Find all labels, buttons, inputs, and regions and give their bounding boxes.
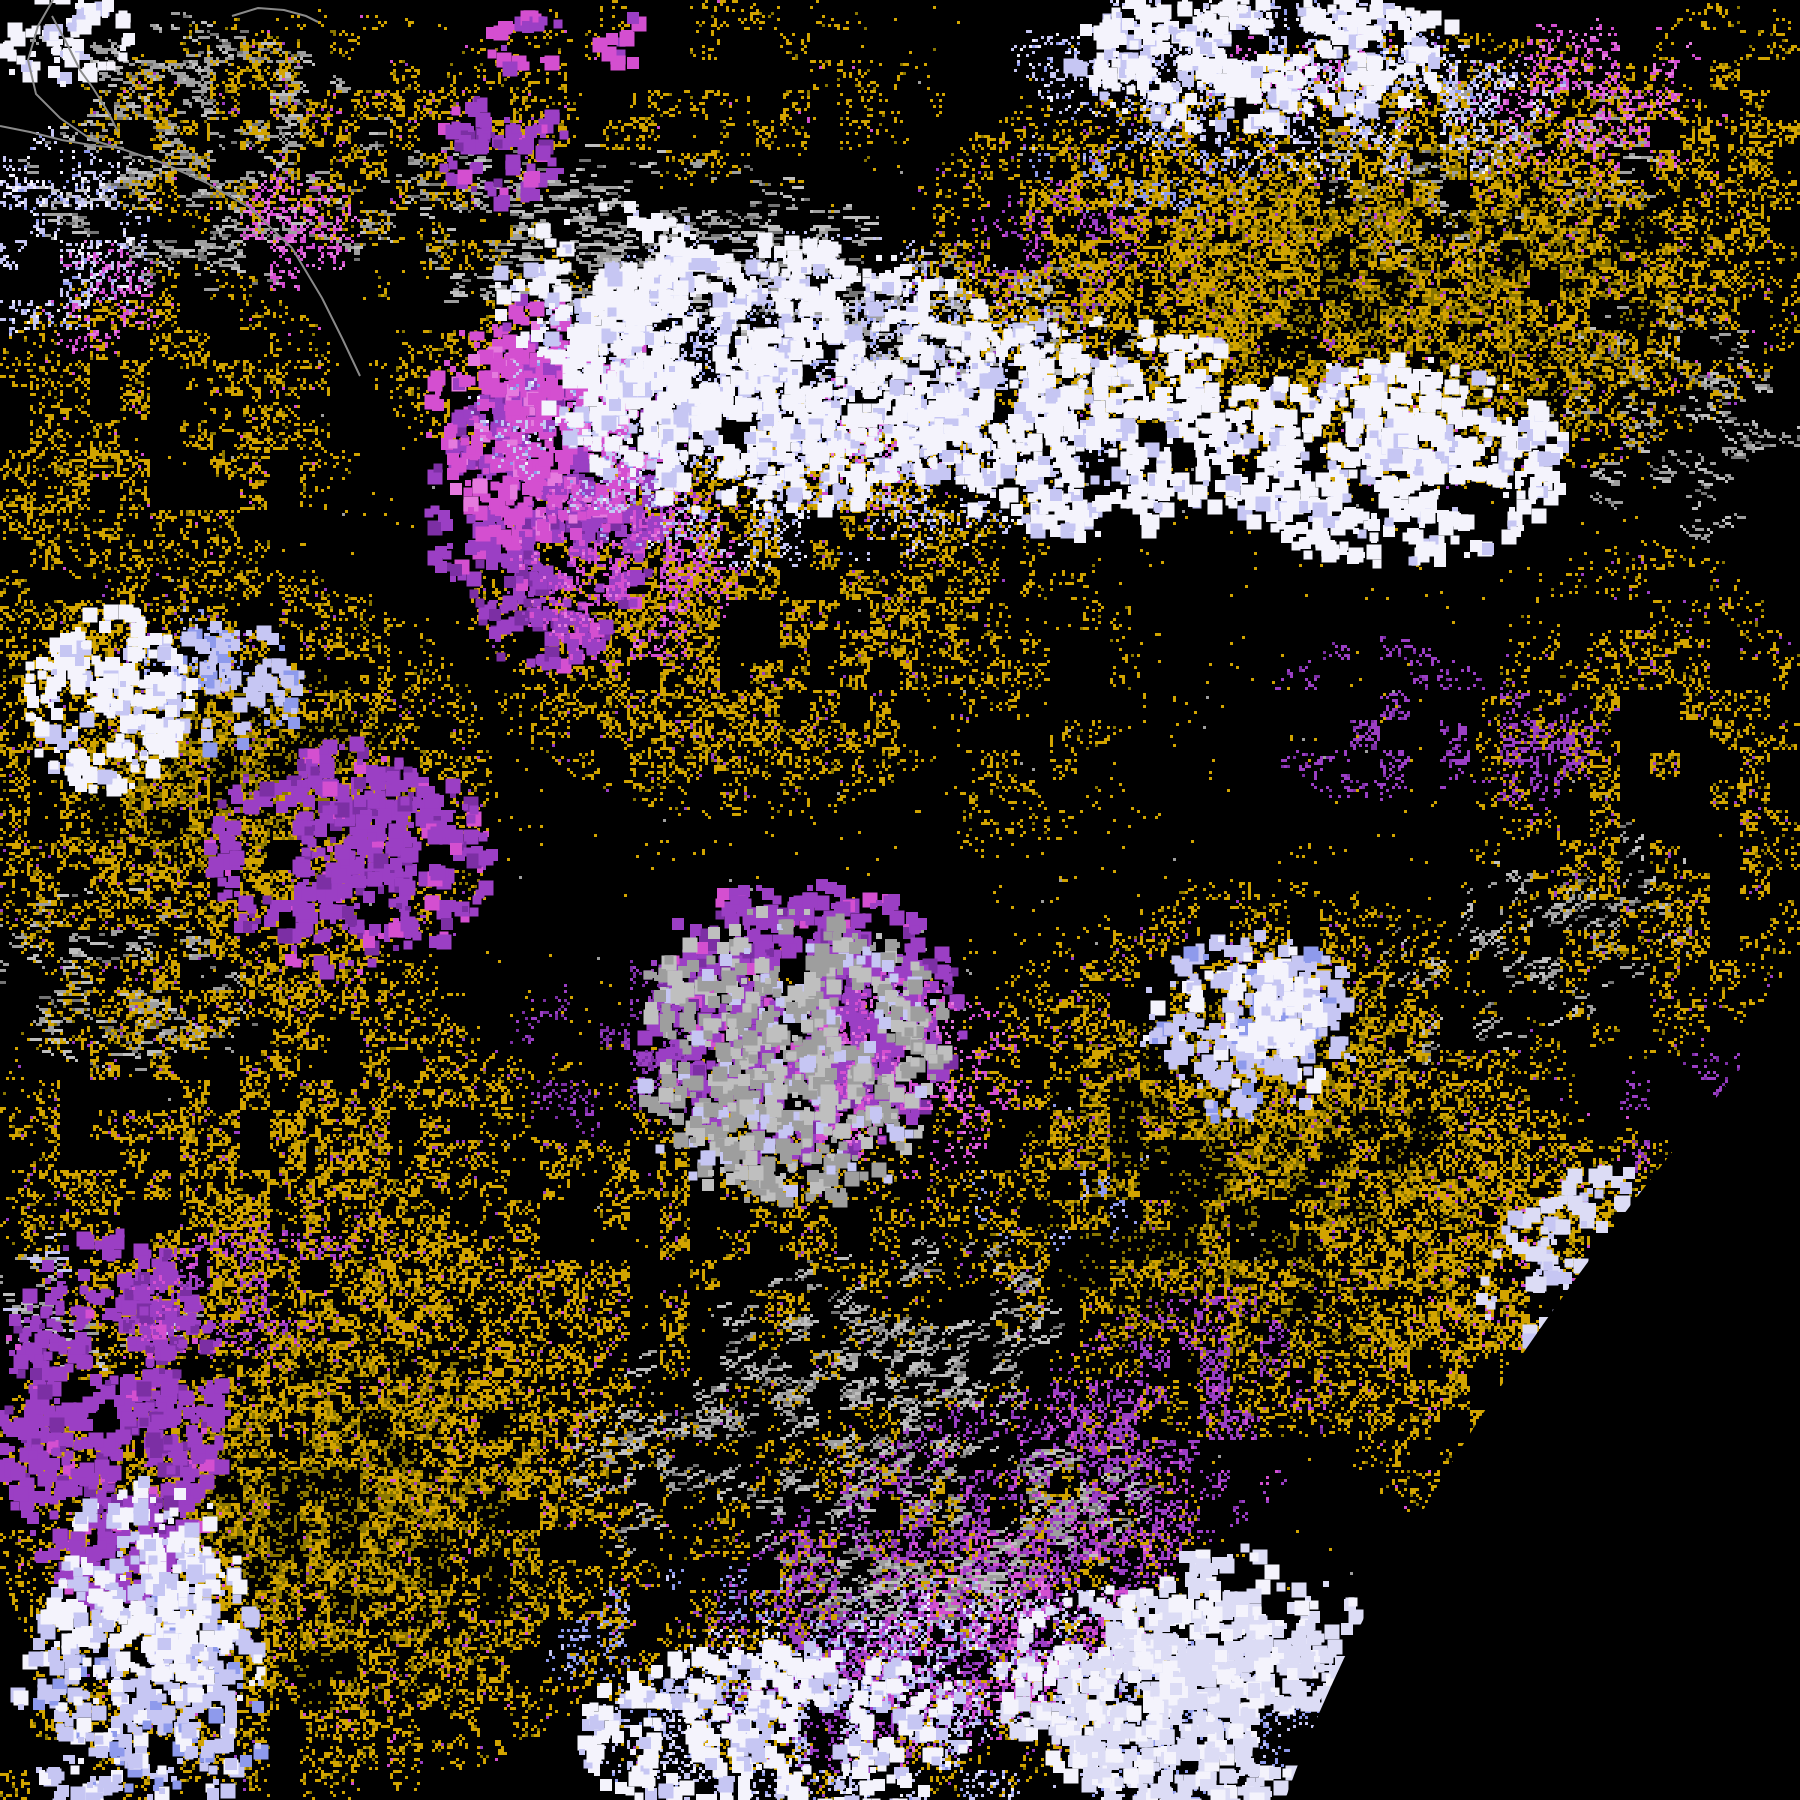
satellite-image-canvas [0,0,1800,1800]
satellite-view [0,0,1800,1800]
